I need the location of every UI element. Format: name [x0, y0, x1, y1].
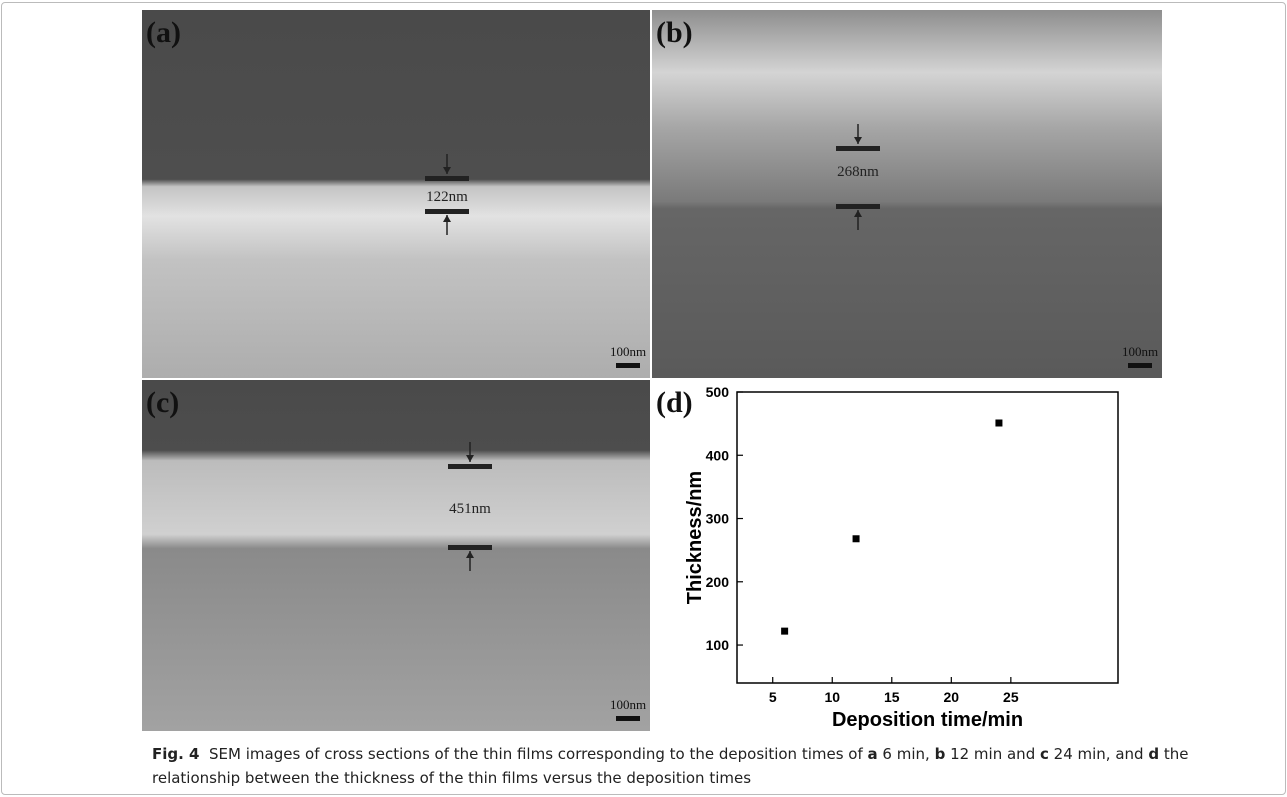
panel-label: (c) — [146, 386, 179, 419]
scale-bar — [1128, 363, 1152, 368]
caption-text: 24 min, and — [1048, 745, 1149, 763]
y-tick-label: 400 — [706, 447, 730, 463]
caption-bold: Fig. 4 — [152, 745, 200, 763]
panel-label: (b) — [656, 16, 693, 49]
sem-image — [652, 10, 1162, 378]
scale-bar — [616, 363, 640, 368]
data-point — [781, 627, 789, 635]
plot-frame — [736, 391, 1119, 684]
panel-label: (a) — [146, 16, 181, 49]
figure: (a) 122nm 100nm (b) 268nm 100nm (c) 451nm 100nm (… — [142, 10, 1162, 731]
caption-bold: b — [934, 745, 946, 763]
thickness-label: 268nm — [837, 164, 879, 180]
scale-label: 100nm — [610, 344, 646, 359]
marker-bar — [836, 204, 880, 209]
arrow-head — [854, 137, 862, 144]
x-tick-label: 25 — [1003, 689, 1019, 705]
scale-label: 100nm — [610, 697, 646, 712]
marker-bar — [448, 464, 492, 469]
x-tick-label: 5 — [769, 689, 777, 705]
data-point — [852, 535, 860, 543]
caption-text: the relationship between the thickness o… — [152, 745, 1194, 787]
arrow-head — [466, 455, 474, 462]
x-tick-label: 20 — [944, 689, 960, 705]
caption-bold: d — [1148, 745, 1160, 763]
sem-image — [142, 10, 650, 378]
scale-label: 100nm — [1122, 344, 1158, 359]
caption-text: 6 min, — [877, 745, 935, 763]
thickness-label: 451nm — [449, 501, 491, 517]
y-tick-label: 100 — [706, 637, 730, 653]
caption: Fig. 4 SEM images of cross sections of t… — [152, 742, 1262, 790]
marker-bar — [425, 209, 469, 214]
x-tick-label: 10 — [824, 689, 840, 705]
y-axis-label: Thickness/nm — [684, 471, 706, 604]
arrow-head — [443, 167, 451, 174]
caption-bold: a — [867, 745, 878, 763]
y-tick-label: 500 — [706, 384, 730, 400]
scale-bar — [616, 716, 640, 721]
arrow-head — [466, 551, 474, 558]
x-tick-label: 15 — [884, 689, 900, 705]
thickness-label: 122nm — [426, 189, 468, 205]
marker-bar — [836, 146, 880, 151]
sem-image — [142, 380, 650, 731]
panel-label: (d) — [656, 386, 693, 419]
caption-text: SEM images of cross sections of the thin… — [199, 745, 868, 763]
marker-bar — [425, 176, 469, 181]
x-axis-label: Deposition time/min — [832, 709, 1023, 731]
arrow-head — [854, 210, 862, 217]
caption-text: 12 min and — [945, 745, 1040, 763]
marker-bar — [448, 545, 492, 550]
caption-bold: c — [1039, 745, 1049, 763]
data-point — [995, 419, 1003, 427]
arrow-head — [443, 215, 451, 222]
y-tick-label: 200 — [706, 574, 730, 590]
y-tick-label: 300 — [706, 511, 730, 527]
